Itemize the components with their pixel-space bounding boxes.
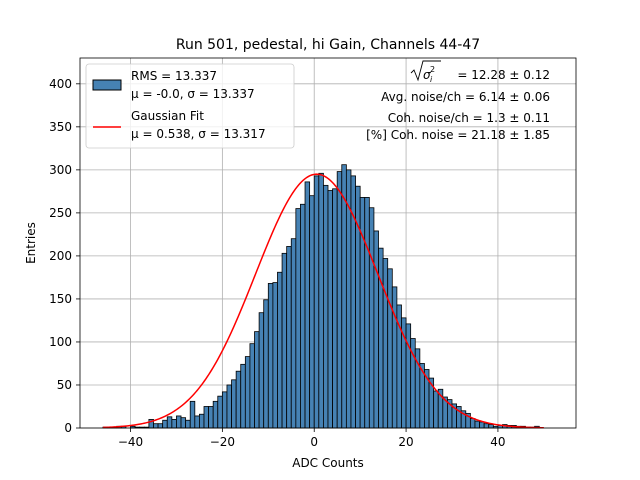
y-tick-label: 200 (49, 249, 72, 263)
histogram-bar (474, 420, 480, 429)
y-tick-label: 150 (49, 292, 72, 306)
histogram-bar (387, 268, 393, 429)
pct-coh-noise-annotation: [%] Coh. noise = 21.18 ± 1.85 (366, 128, 550, 142)
histogram-bar (341, 164, 347, 429)
histogram-bar (433, 390, 439, 429)
y-tick-label: 400 (49, 77, 72, 91)
histogram-bar (364, 196, 370, 429)
histogram-bar (249, 343, 255, 429)
histogram-bar (313, 175, 320, 429)
x-tick-label: 40 (490, 435, 505, 449)
y-axis-label: Entries (24, 222, 38, 264)
histogram-bar (378, 247, 384, 429)
y-tick-label: 250 (49, 206, 72, 220)
histogram-bar (382, 258, 389, 429)
histogram-bar (304, 181, 311, 429)
x-axis-label: ADC Counts (292, 456, 364, 470)
sqrt-sigma-symbol: σ 2 i (410, 60, 441, 84)
svg-text:2: 2 (430, 65, 435, 74)
noise-annotations: σ 2 i = 12.28 ± 0.12 Avg. noise/ch = 6.1… (366, 60, 550, 142)
x-axis-ticks: −40 −20 0 20 40 (118, 428, 506, 449)
histogram-bar (254, 331, 260, 429)
histogram-bar (217, 395, 223, 429)
histogram-bar (221, 391, 228, 429)
histogram-bar (226, 384, 232, 429)
histogram-bar (272, 282, 278, 429)
histogram-bar (373, 230, 379, 429)
histogram-bar (286, 246, 292, 429)
chart-title: Run 501, pedestal, hi Gain, Channels 44-… (176, 37, 480, 53)
histogram-bars (102, 164, 540, 429)
sigma-annotation: = 12.28 ± 0.12 (457, 68, 550, 82)
legend-fit-stats: μ = 0.538, σ = 13.317 (131, 127, 266, 141)
histogram-bar (300, 203, 306, 429)
y-tick-label: 50 (57, 378, 72, 392)
legend-histogram-label: RMS = 13.337 (131, 69, 217, 83)
histogram-bar (277, 271, 283, 429)
histogram-bar (244, 356, 251, 429)
histogram-bar (327, 190, 333, 429)
x-tick-label: −40 (118, 435, 143, 449)
y-tick-label: 0 (64, 421, 72, 435)
histogram-bar (405, 323, 412, 429)
histogram-bar (240, 363, 246, 429)
histogram-bar (171, 418, 177, 429)
x-tick-label: −20 (210, 435, 235, 449)
gaussian-fit-curve (102, 173, 544, 429)
histogram-bar (309, 195, 315, 429)
x-tick-label: 20 (398, 435, 413, 449)
histogram-bar (235, 370, 242, 429)
legend: RMS = 13.337 μ = -0.0, σ = 13.337 Gaussi… (85, 63, 295, 149)
histogram-bar (194, 415, 200, 429)
legend-box (85, 63, 295, 149)
y-tick-label: 350 (49, 120, 72, 134)
histogram-bar (479, 421, 485, 429)
y-tick-label: 300 (49, 163, 72, 177)
histogram-bar (263, 299, 269, 429)
svg-text:i: i (430, 75, 433, 84)
histogram-bar (488, 424, 494, 429)
y-axis-ticks: 0 50 100 150 200 250 300 350 400 (49, 77, 80, 435)
histogram-bar (258, 312, 265, 429)
histogram-bar (153, 423, 159, 429)
histogram-bar (203, 406, 209, 429)
histogram-bar (157, 423, 164, 429)
histogram-bar (336, 171, 343, 429)
histogram-bar (318, 172, 324, 429)
histogram-bar (212, 400, 219, 429)
plot-frame (79, 57, 577, 429)
x-tick-label: 0 (310, 435, 318, 449)
legend-histogram-stats: μ = -0.0, σ = 13.337 (131, 87, 255, 101)
histogram-bar (368, 207, 375, 429)
histogram-bar (281, 252, 288, 429)
histogram-bar (483, 423, 490, 429)
histogram-bar (176, 415, 182, 429)
histogram-bar (267, 283, 274, 429)
histogram-bar (231, 379, 237, 429)
histogram-bar (290, 238, 297, 429)
legend-fit-label: Gaussian Fit (131, 109, 204, 123)
y-tick-label: 100 (49, 335, 72, 349)
histogram-bar (162, 419, 168, 429)
coh-noise-annotation: Coh. noise/ch = 1.3 ± 0.11 (388, 111, 550, 125)
histogram-bar (323, 184, 329, 429)
histogram-bar (295, 208, 301, 429)
histogram-bar (189, 400, 196, 429)
legend-histogram-swatch (92, 79, 122, 91)
histogram-bar (166, 416, 173, 429)
histogram-bar (208, 406, 214, 429)
histogram-bar (180, 417, 187, 429)
histogram-bar (469, 418, 476, 429)
avg-noise-annotation: Avg. noise/ch = 6.14 ± 0.06 (381, 90, 550, 104)
svg-text:σ: σ (423, 68, 431, 82)
histogram-bar (391, 286, 398, 429)
histogram-bar (199, 413, 205, 429)
histogram-bar (332, 188, 338, 429)
histogram-bar (185, 419, 191, 429)
